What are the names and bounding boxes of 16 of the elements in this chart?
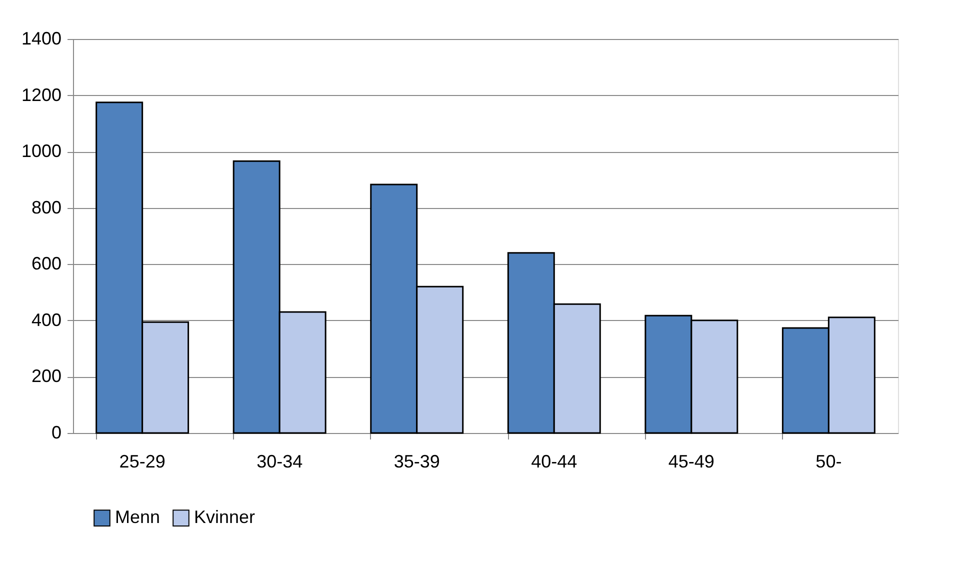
x-tick-label: 35-39 [394, 452, 440, 472]
y-tick-label: 1000 [21, 141, 62, 162]
y-tick-label: 200 [31, 366, 62, 386]
y-tick-label: 0 [51, 422, 62, 442]
x-tick-label: 50- [816, 452, 842, 472]
x-tick-label: 30-34 [256, 452, 303, 472]
y-tick-label: 400 [31, 310, 62, 330]
legend-label: Menn [115, 507, 160, 528]
x-tick-label: 25-29 [119, 452, 166, 472]
y-tick-label: 1200 [21, 84, 62, 105]
x-tick-label: 45-49 [668, 452, 714, 472]
y-tick-label: 1400 [21, 28, 62, 48]
y-tick-label: 600 [31, 254, 62, 274]
legend-label: Kvinner [194, 507, 256, 528]
x-tick-label: 40-44 [531, 452, 578, 472]
y-tick-label: 800 [31, 197, 62, 218]
